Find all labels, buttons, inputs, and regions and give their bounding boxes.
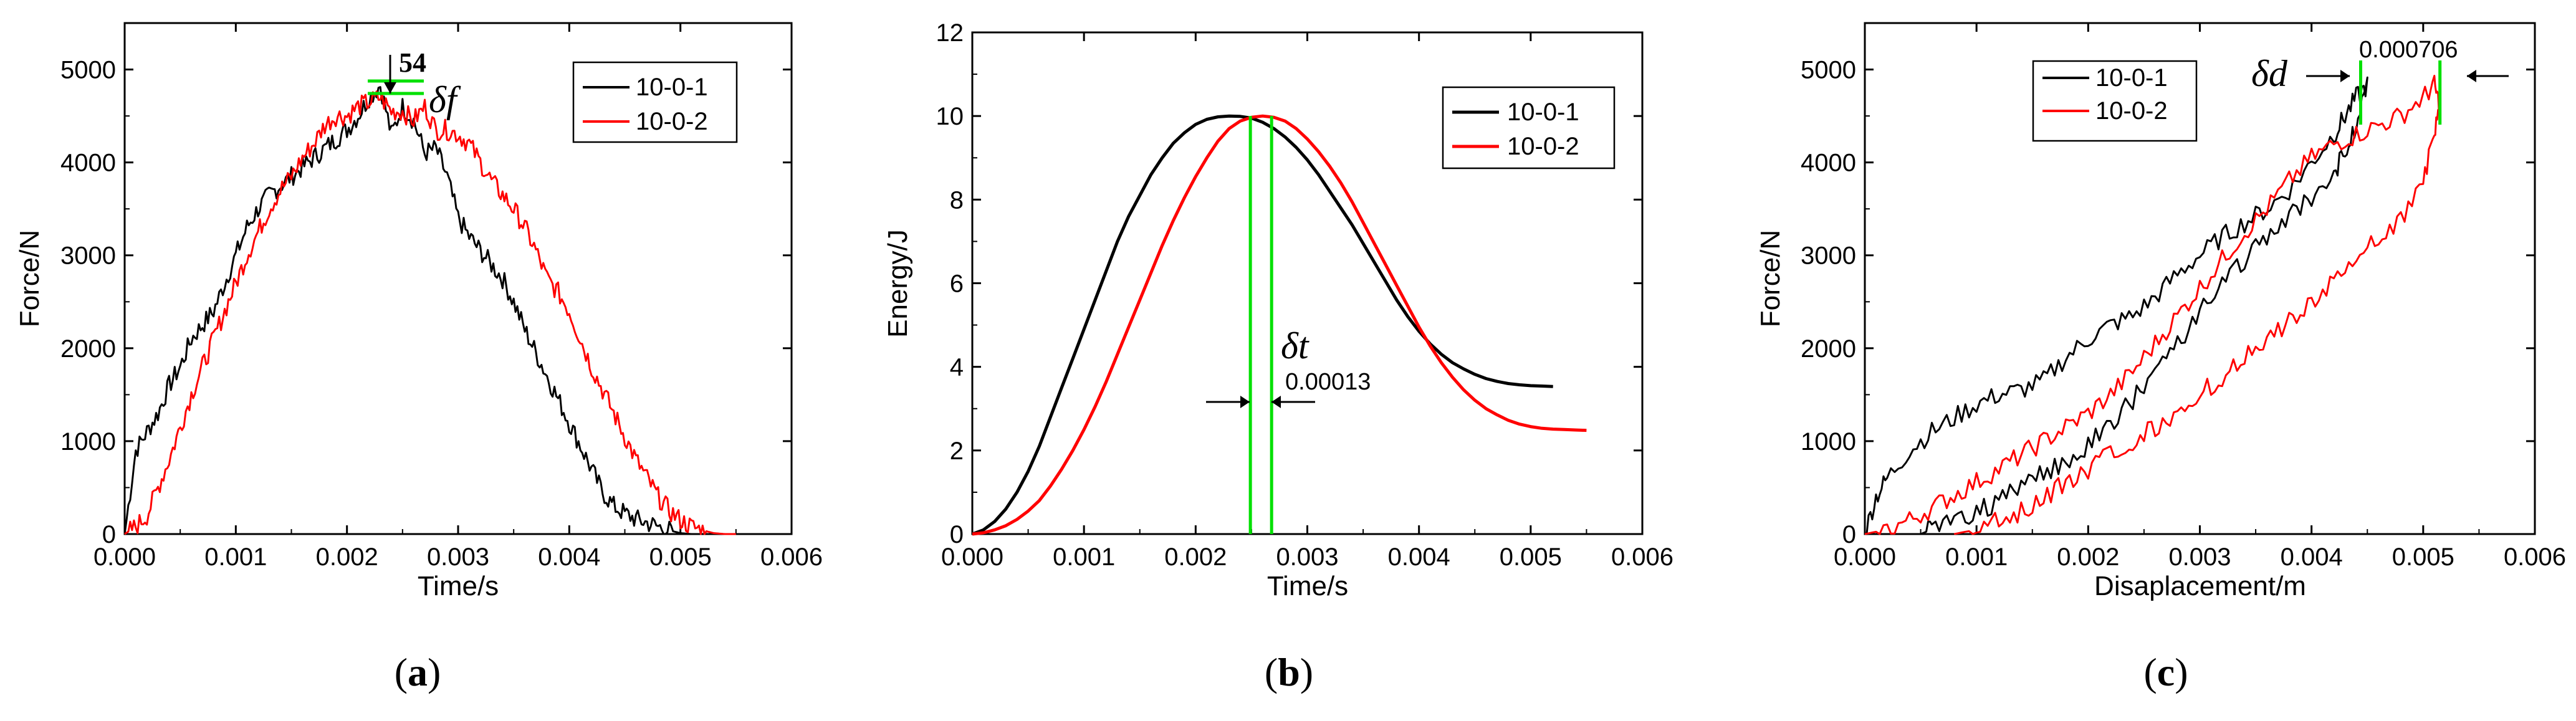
- x-tick-label: 0.002: [316, 543, 378, 571]
- x-tick-label: 0.001: [204, 543, 267, 571]
- x-tick-label: 0.003: [1276, 543, 1338, 571]
- panel-a-legend: 10-0-1 10-0-2: [572, 61, 738, 143]
- panel-b-caption-letter: b: [1278, 650, 1300, 694]
- y-tick-label: 0: [1842, 521, 1856, 548]
- y-tick-label: 12: [936, 19, 964, 47]
- panel-b-caption: (b): [1265, 650, 1313, 694]
- x-tick-label: 0.002: [1164, 543, 1227, 571]
- series-line-10-0-2: [124, 90, 736, 535]
- x-tick-label: 0.005: [649, 543, 712, 571]
- x-tick-label: 0.000: [1834, 543, 1896, 571]
- panel-b-legend-label-2: 10-0-2: [1507, 133, 1579, 160]
- panel-c-y-axis-label: Force/N: [1755, 230, 1786, 327]
- panel-b-energy-time: 0.000 0.001 0.002 0.003 0.004 0.005 0.006 0 2 4 6 8…: [883, 19, 1673, 694]
- panel-a-delta-f-arrowhead: [384, 82, 396, 93]
- y-tick-label: 3000: [1801, 242, 1856, 270]
- series-line-10-0-2: [1864, 75, 2441, 535]
- y-tick-label: 6: [950, 270, 964, 298]
- panel-c-caption: (c): [2143, 650, 2188, 694]
- panel-b-delta-t-value: 0.00013: [1285, 369, 1371, 395]
- panel-a-delta-f-symbol: δf: [429, 79, 461, 120]
- panel-c-frame: [1864, 22, 2536, 535]
- panel-c-delta-d-arrowhead-left: [2340, 70, 2350, 82]
- panel-c-force-displacement: 0.000 0.001 0.002 0.003 0.004 0.005 0.006 0 1000…: [1755, 22, 2566, 694]
- y-tick-label: 4: [950, 354, 964, 381]
- panel-a-force-time: 0.000 0.001 0.002 0.003 0.004 0.005 0.006 0 1000…: [14, 22, 823, 694]
- y-tick-label: 0: [950, 521, 964, 548]
- y-tick-label: 4000: [60, 150, 116, 177]
- panel-b-legend-label-1: 10-0-1: [1507, 98, 1579, 126]
- x-tick-label: 0.000: [93, 543, 156, 571]
- x-tick-label: 0.004: [1388, 543, 1450, 571]
- panel-a-y-axis-label: Force/N: [14, 230, 45, 327]
- x-tick-label: 0.002: [2057, 543, 2119, 571]
- series-line-10-0-1: [1865, 76, 2368, 535]
- x-tick-label: 0.004: [538, 543, 600, 571]
- y-tick-label: 2000: [1801, 335, 1856, 363]
- y-tick-label: 4000: [1801, 150, 1856, 177]
- series-line-10-0-2: [972, 114, 1587, 536]
- panel-b-x-axis-label: Time/s: [1267, 571, 1348, 601]
- panel-a-caption-letter: a: [408, 650, 428, 694]
- panel-a-delta-f-value: 54: [399, 47, 426, 78]
- x-tick-label: 0.000: [941, 543, 1003, 571]
- panel-a-legend-box: [572, 61, 738, 143]
- y-tick-label: 8: [950, 186, 964, 214]
- panel-c-delta-d-symbol: δd: [2251, 53, 2288, 94]
- y-tick-label: 5000: [60, 57, 116, 84]
- x-tick-label: 0.004: [2281, 543, 2343, 571]
- series-line-10-0-1: [123, 86, 692, 535]
- panel-b-delta-t-symbol: δt: [1281, 325, 1310, 366]
- panel-c-legend: 10-0-1 10-0-2: [2032, 60, 2198, 142]
- series-line-10-0-1: [972, 114, 1553, 536]
- panel-b-legend: 10-0-1 10-0-2: [1442, 86, 1616, 170]
- panel-c-delta-d-arrowhead-right: [2467, 70, 2476, 82]
- panel-c-legend-label-2: 10-0-2: [2095, 97, 2168, 125]
- x-tick-label: 0.003: [2168, 543, 2231, 571]
- x-tick-label: 0.003: [427, 543, 489, 571]
- panel-c-caption-letter: c: [2157, 650, 2175, 694]
- panel-b-delta-t-arrowhead-right: [1271, 396, 1281, 408]
- y-tick-label: 10: [936, 103, 964, 130]
- y-tick-label: 0: [102, 521, 116, 548]
- panel-a-legend-label-1: 10-0-1: [636, 74, 708, 101]
- panel-b-legend-box: [1442, 86, 1616, 170]
- panel-a-caption: (a): [395, 650, 441, 694]
- x-tick-label: 0.005: [1500, 543, 1562, 571]
- y-tick-label: 1000: [60, 428, 116, 456]
- x-tick-label: 0.005: [2392, 543, 2454, 571]
- y-tick-label: 2: [950, 437, 964, 465]
- x-tick-label: 0.006: [1611, 543, 1673, 571]
- x-tick-label: 0.006: [760, 543, 823, 571]
- panel-a-legend-label-2: 10-0-2: [636, 108, 708, 135]
- y-tick-label: 3000: [60, 242, 116, 270]
- x-tick-label: 0.001: [1945, 543, 2008, 571]
- panel-b-y-axis-label: Energy/J: [883, 229, 913, 338]
- x-tick-label: 0.006: [2504, 543, 2566, 571]
- y-tick-label: 1000: [1801, 428, 1856, 456]
- panel-c-x-axis-label: Disaplacement/m: [2094, 571, 2306, 601]
- panel-c-legend-label-1: 10-0-1: [2095, 64, 2168, 92]
- y-tick-label: 2000: [60, 335, 116, 363]
- panel-b-delta-t-arrowhead-left: [1240, 396, 1250, 408]
- y-tick-label: 5000: [1801, 57, 1856, 84]
- panel-c-delta-d-value: 0.000706: [2359, 37, 2458, 63]
- x-tick-label: 0.001: [1053, 543, 1115, 571]
- panel-c-legend-box: [2032, 60, 2198, 142]
- panel-a-x-axis-label: Time/s: [418, 571, 499, 601]
